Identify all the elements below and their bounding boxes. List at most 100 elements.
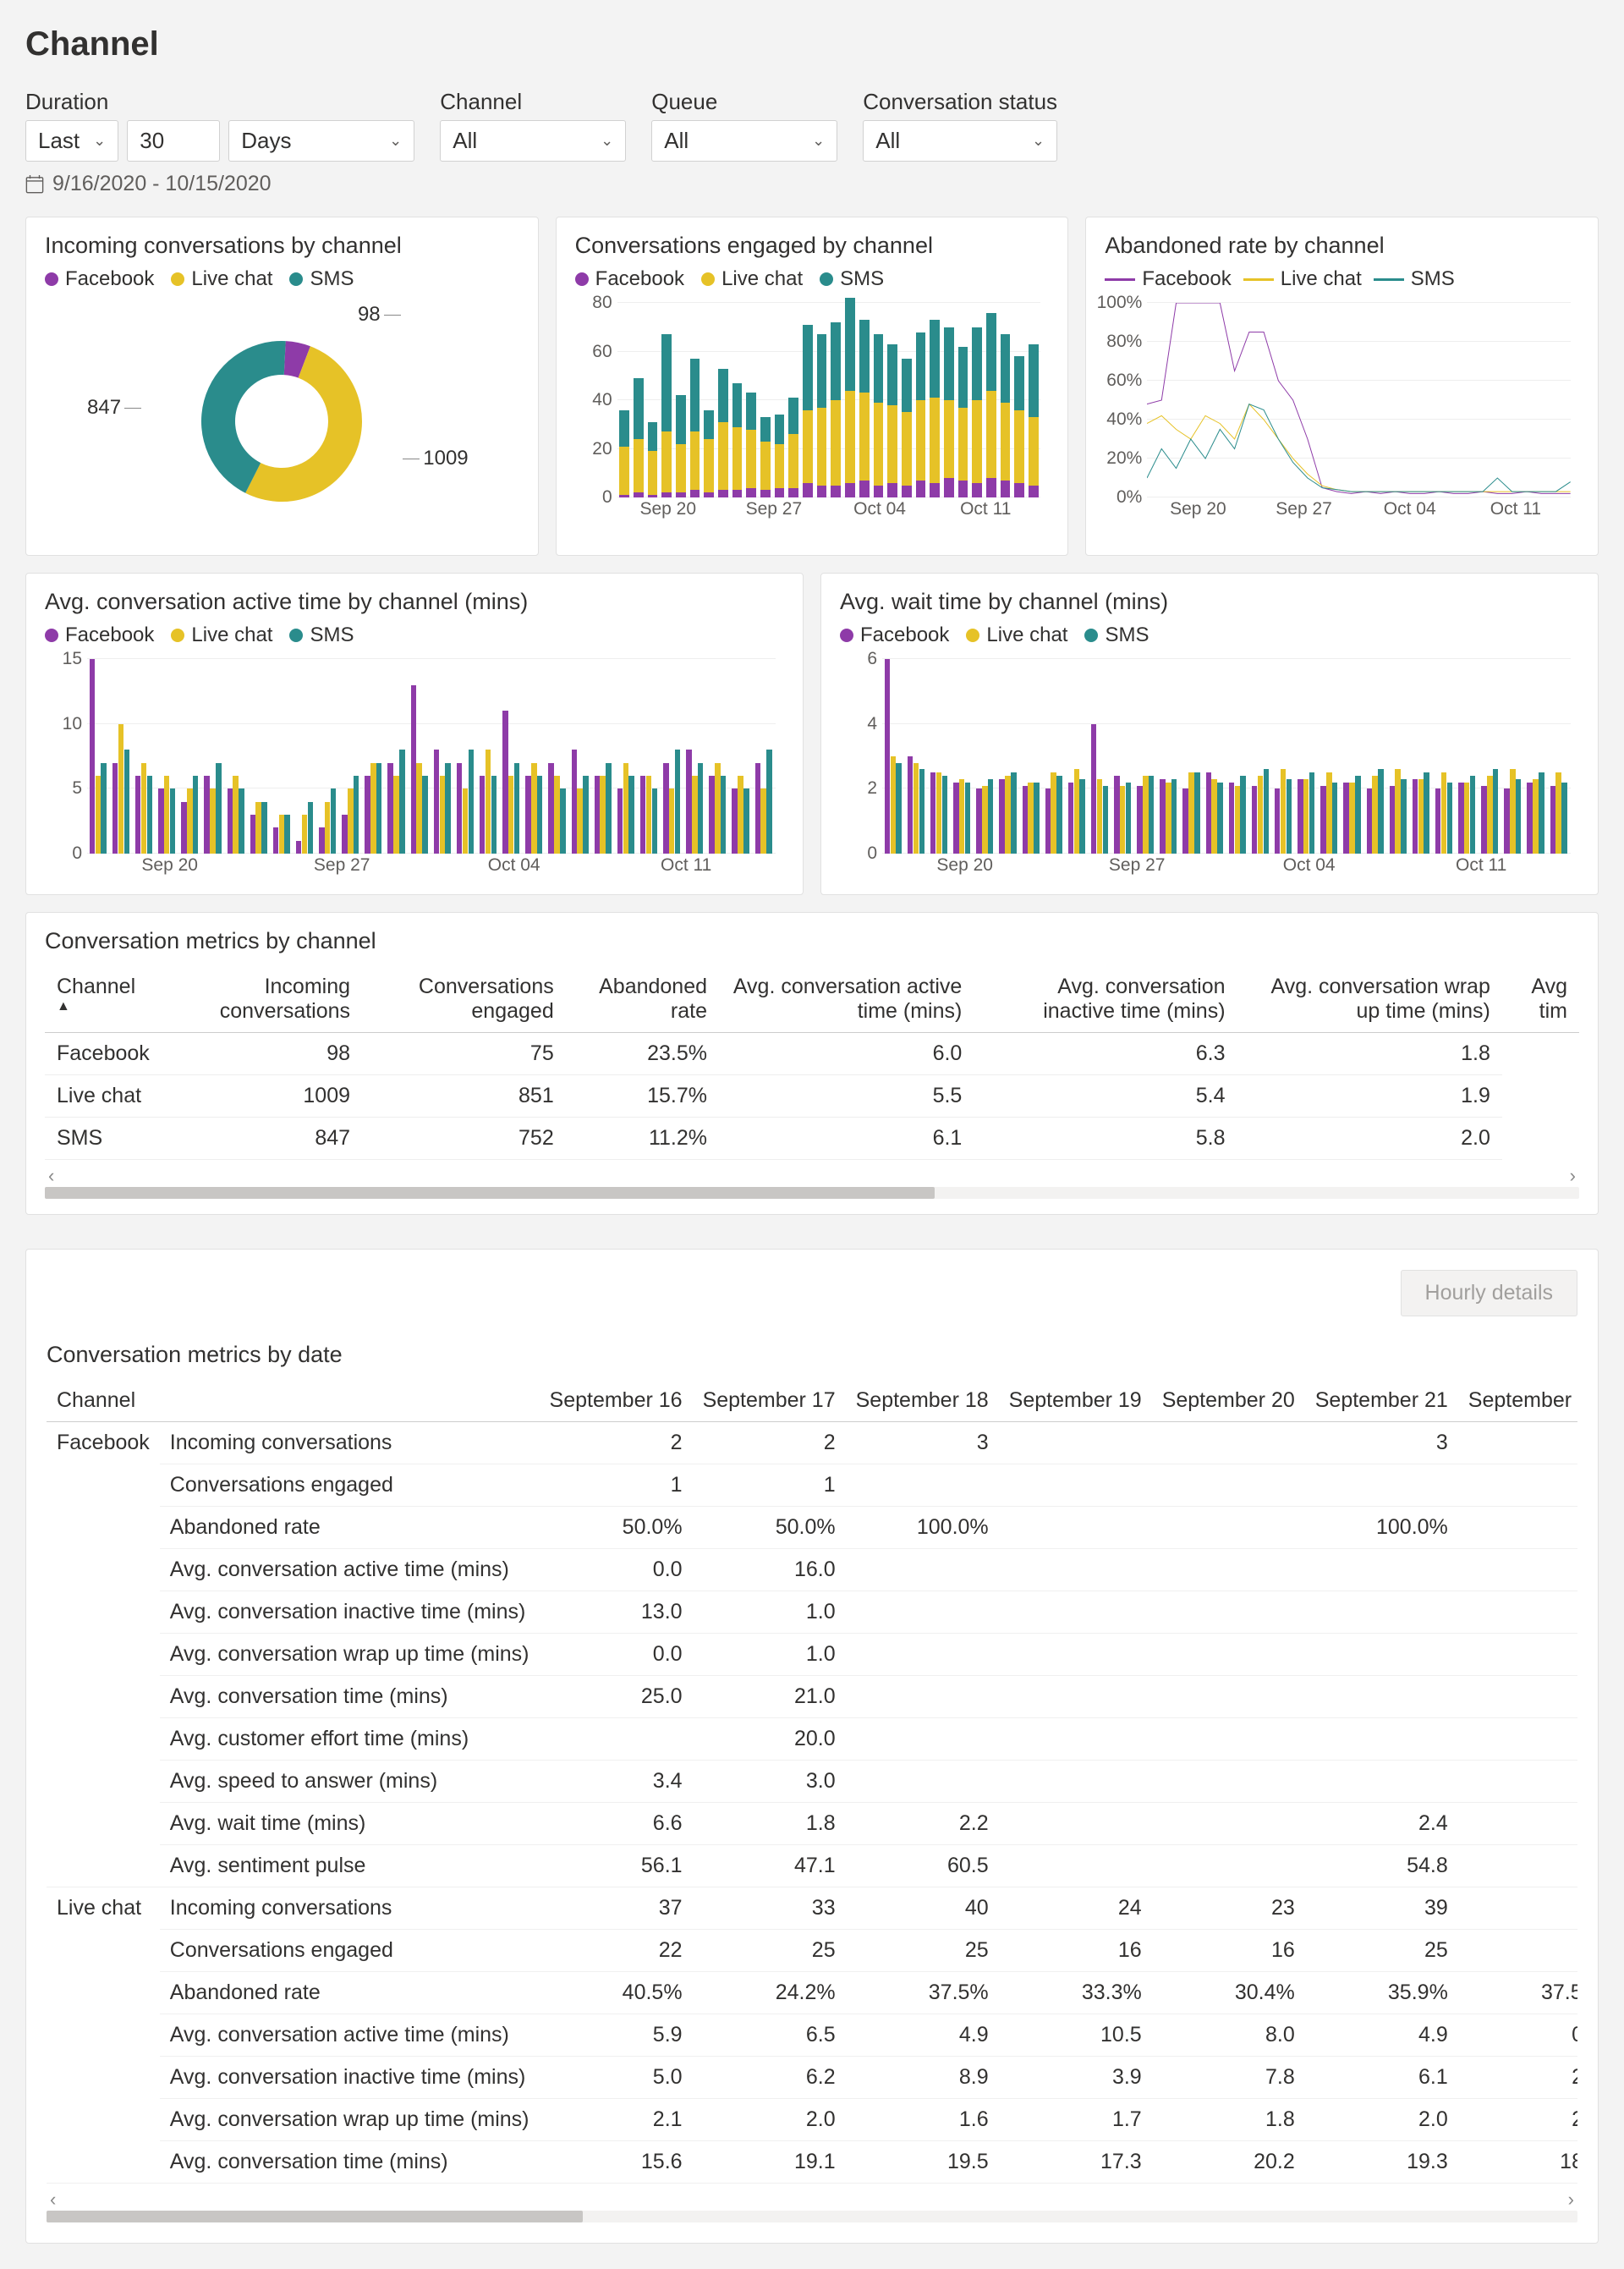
legend-sms: SMS [1411,267,1455,291]
incoming-donut-title: Incoming conversations by channel [45,233,519,259]
status-value: All [875,128,900,154]
active-time-card: Avg. conversation active time by channel… [25,573,804,895]
scroll-right-icon[interactable]: › [1568,2189,1574,2211]
queue-select[interactable]: All ⌄ [651,120,837,162]
wait-time-legend: Facebook Live chat SMS [840,624,1579,647]
duration-value-select[interactable]: 30 [127,120,220,162]
metrics-col-header[interactable]: Avg tim [1502,966,1579,1033]
table-row[interactable]: SMS84775211.2%6.15.82.0 [45,1118,1579,1160]
facebook-line-icon [1105,278,1135,281]
metric-name-cell: Avg. conversation active time (mins) [160,2014,540,2057]
active-time-chart: 051015Sep 20Sep 27Oct 04Oct 11 [45,659,784,879]
legend-livechat: Live chat [191,267,272,291]
date-table-channel-header[interactable]: Channel [47,1380,540,1422]
metric-name-cell: Avg. conversation inactive time (mins) [160,1591,540,1634]
date-header[interactable]: September 21 [1305,1380,1458,1422]
date-header[interactable]: September 16 [540,1380,693,1422]
duration-value-text: 30 [140,128,164,154]
status-select[interactable]: All⌄ [863,120,1057,162]
scroll-left-icon[interactable]: ‹ [50,2189,56,2211]
abandoned-line-card: Abandoned rate by channel Facebook Live … [1085,217,1599,556]
metric-name-cell: Abandoned rate [160,1507,540,1549]
table-row: Avg. conversation active time (mins)0.01… [47,1549,1577,1591]
duration-mode-select[interactable]: Last⌄ [25,120,118,162]
scroll-track[interactable] [45,1187,1579,1199]
table-row: Conversations engaged2225251616251513 [47,1930,1577,1972]
table-row: Avg. conversation active time (mins)5.96… [47,2014,1577,2057]
metric-name-cell: Avg. conversation time (mins) [160,2141,540,2184]
metrics-col-header[interactable]: Avg. conversation active time (mins) [719,966,974,1033]
legend-facebook: Facebook [65,624,154,647]
chevron-down-icon: ⌄ [812,132,825,150]
date-metrics-section: Hourly details Conversation metrics by d… [25,1249,1599,2244]
engaged-bar-title: Conversations engaged by channel [575,233,1050,259]
date-table-title: Conversation metrics by date [47,1342,1577,1368]
metrics-col-header[interactable]: Avg. conversation wrap up time (mins) [1237,966,1502,1033]
table-row[interactable]: Live chat100985115.7%5.55.41.9 [45,1075,1579,1118]
channel-value: All [453,128,477,154]
hourly-details-button[interactable]: Hourly details [1401,1270,1577,1316]
date-header[interactable]: September 18 [846,1380,999,1422]
metric-name-cell: Avg. conversation inactive time (mins) [160,2057,540,2099]
channel-group-cell: Facebook [47,1422,160,1887]
table-row: Avg. speed to answer (mins)3.43.0 [47,1761,1577,1803]
donut-legend: Facebook Live chat SMS [45,267,519,291]
metric-name-cell: Avg. conversation time (mins) [160,1676,540,1718]
date-header[interactable]: September 22 [1458,1380,1577,1422]
metric-name-cell: Avg. conversation wrap up time (mins) [160,1634,540,1676]
donut-chart [189,328,375,514]
livechat-dot-icon [701,272,715,286]
table-row: FacebookIncoming conversations2233 [47,1422,1577,1464]
table-row[interactable]: Facebook987523.5%6.06.31.8 [45,1033,1579,1075]
queue-value: All [664,128,689,154]
metrics-col-header[interactable]: Abandoned rate [566,966,719,1033]
donut-label-sms: 847 [87,396,141,420]
legend-facebook: Facebook [595,267,684,291]
metrics-col-header[interactable]: Conversations engaged [362,966,566,1033]
date-header[interactable]: September 20 [1152,1380,1305,1422]
facebook-dot-icon [45,272,58,286]
facebook-dot-icon [575,272,589,286]
metrics-table-title: Conversation metrics by channel [45,928,1579,954]
metric-name-cell: Avg. conversation wrap up time (mins) [160,2099,540,2141]
table-row: Avg. sentiment pulse56.147.160.554.8 [47,1845,1577,1887]
table-row: Avg. conversation inactive time (mins)5.… [47,2057,1577,2099]
sms-dot-icon [289,629,303,642]
metrics-col-header[interactable]: Channel▲ [45,966,162,1033]
metrics-col-header[interactable]: Avg. conversation inactive time (mins) [974,966,1237,1033]
metrics-table-card: Conversation metrics by channel Channel▲… [25,912,1599,1215]
date-header[interactable]: September 19 [999,1380,1152,1422]
metrics-table: Channel▲Incoming conversationsConversati… [45,966,1579,1160]
scroll-thumb[interactable] [47,2211,583,2222]
scroll-track[interactable] [47,2211,1577,2222]
table-row: Avg. conversation time (mins)25.021.0 [47,1676,1577,1718]
page-title: Channel [25,25,1599,63]
date-range: 9/16/2020 - 10/15/2020 [25,172,1599,196]
active-time-title: Avg. conversation active time by channel… [45,589,784,615]
date-range-text: 9/16/2020 - 10/15/2020 [52,172,272,196]
scroll-right-icon[interactable]: › [1570,1165,1576,1187]
duration-unit-select[interactable]: Days⌄ [228,120,414,162]
legend-sms: SMS [840,267,884,291]
chevron-down-icon: ⌄ [601,132,613,150]
donut-label-lc: 1009 [403,447,468,470]
scroll-left-icon[interactable]: ‹ [48,1165,54,1187]
channel-select[interactable]: All ⌄ [440,120,626,162]
table-row: Avg. wait time (mins)6.61.82.22.4 [47,1803,1577,1845]
sms-dot-icon [1084,629,1098,642]
metrics-col-header[interactable]: Incoming conversations [162,966,362,1033]
active-time-legend: Facebook Live chat SMS [45,624,784,647]
livechat-dot-icon [966,629,979,642]
metric-name-cell: Avg. wait time (mins) [160,1803,540,1845]
table-row: Abandoned rate40.5%24.2%37.5%33.3%30.4%3… [47,1972,1577,2014]
table-row: Avg. conversation inactive time (mins)13… [47,1591,1577,1634]
scroll-thumb[interactable] [45,1187,935,1199]
wait-time-card: Avg. wait time by channel (mins) Faceboo… [820,573,1599,895]
wait-time-title: Avg. wait time by channel (mins) [840,589,1579,615]
date-metrics-table: ChannelSeptember 16September 17September… [47,1380,1577,2184]
metric-name-cell: Incoming conversations [160,1887,540,1930]
date-header[interactable]: September 17 [693,1380,846,1422]
table-row: Abandoned rate50.0%50.0%100.0%100.0% [47,1507,1577,1549]
metric-name-cell: Avg. speed to answer (mins) [160,1761,540,1803]
legend-facebook: Facebook [860,624,949,647]
